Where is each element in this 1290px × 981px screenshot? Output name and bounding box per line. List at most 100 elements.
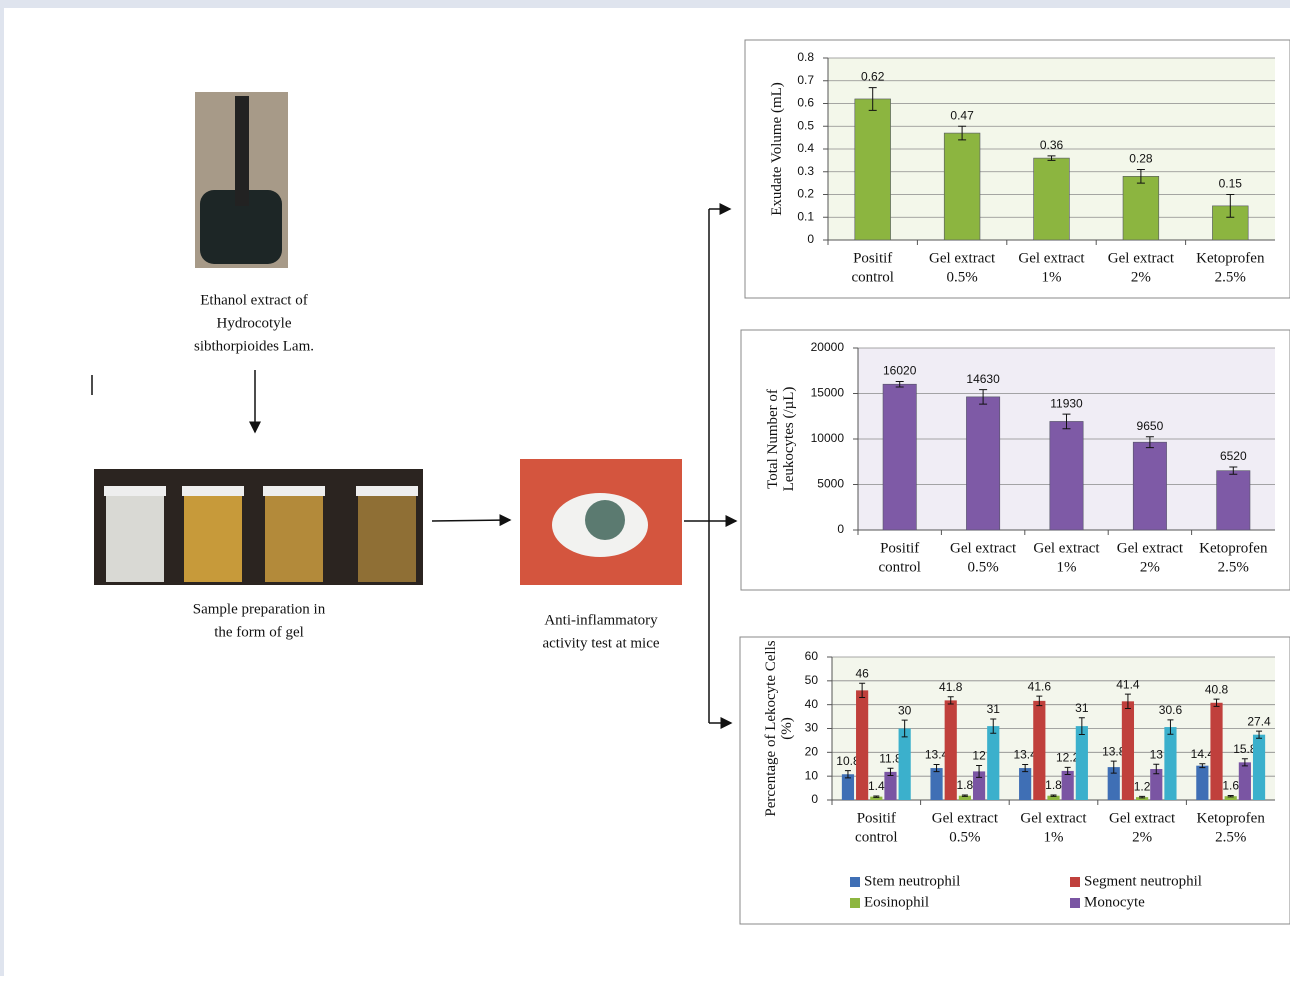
value-label: 46 <box>855 666 869 680</box>
error-bar <box>901 719 908 738</box>
bar <box>1033 157 1070 241</box>
bar <box>1136 797 1149 800</box>
error-bar <box>1022 763 1029 773</box>
error-bar <box>1241 758 1248 767</box>
photo-mouse <box>520 459 682 585</box>
error-bar <box>1047 155 1056 161</box>
legend-swatch <box>1070 877 1080 887</box>
bar <box>1150 769 1163 800</box>
error-bar <box>1136 168 1145 184</box>
photo-extract <box>195 92 288 268</box>
legend-swatch <box>1070 898 1080 908</box>
error-bar <box>976 764 983 778</box>
error-bar <box>1050 794 1057 797</box>
legend-swatch <box>850 898 860 908</box>
x-tick-label: Gel extract <box>1033 540 1100 556</box>
value-label: 31 <box>1075 701 1089 715</box>
y-tick-label: 0.3 <box>797 164 814 178</box>
y-axis-label-line: Leukocytes (/µL) <box>781 387 797 492</box>
bar <box>1238 762 1251 800</box>
x-tick-label: 2.5% <box>1218 559 1249 575</box>
error-bar <box>1256 730 1263 739</box>
bar <box>1121 701 1135 800</box>
value-label: 1.8 <box>957 778 974 792</box>
x-tick-label: Gel extract <box>932 810 999 826</box>
value-label: 12 <box>972 749 986 763</box>
y-tick-label: 5000 <box>817 477 844 491</box>
bar <box>884 771 897 800</box>
node-label: Anti-inflammatory <box>544 612 658 628</box>
value-label: 0.15 <box>1219 177 1243 191</box>
error-bar <box>1213 698 1220 707</box>
value-label: 27.4 <box>1247 714 1271 728</box>
value-label: 0.36 <box>1040 138 1064 152</box>
value-label: 13.8 <box>1102 744 1126 758</box>
y-tick-label: 15000 <box>811 386 845 400</box>
x-tick-label: Ketoprofen <box>1196 250 1265 266</box>
value-label: 9650 <box>1137 419 1164 433</box>
x-tick-label: Ketoprofen <box>1199 540 1268 556</box>
bar <box>856 690 869 800</box>
error-bar <box>933 763 940 773</box>
error-bar <box>895 380 904 388</box>
x-tick-label: 1% <box>1042 269 1062 285</box>
bar <box>1122 176 1160 241</box>
y-tick-label: 0.4 <box>797 141 814 155</box>
y-axis-label-line: (%) <box>779 717 795 740</box>
error-bar <box>868 87 877 111</box>
value-label: 13.4 <box>925 748 949 762</box>
error-bar <box>1145 436 1154 449</box>
x-tick-label: Gel extract <box>1117 540 1184 556</box>
error-bar <box>859 682 866 699</box>
y-tick-label: 40 <box>805 697 819 711</box>
x-tick-label: Positif <box>857 810 896 826</box>
y-tick-label: 10 <box>805 768 819 782</box>
x-tick-label: Positif <box>880 540 919 556</box>
x-tick-label: 2% <box>1131 269 1151 285</box>
value-label: 11930 <box>1050 396 1083 410</box>
y-tick-label: 50 <box>805 673 819 687</box>
node-label: Ethanol extract of <box>200 292 307 308</box>
y-tick-label: 0 <box>811 792 818 806</box>
bar <box>943 132 981 241</box>
x-tick-label: 1% <box>1057 559 1077 575</box>
y-axis-label: Exudate Volume (mL) <box>769 82 785 216</box>
error-bar <box>1153 763 1160 775</box>
bar <box>1132 441 1167 531</box>
error-bar <box>1124 693 1131 709</box>
value-label: 1.8 <box>1045 778 1062 792</box>
bar <box>958 795 971 800</box>
y-axis-label-line: Percentage of Lekocyte Cells <box>763 640 779 816</box>
value-label: 13.4 <box>1013 748 1037 762</box>
bar <box>1061 770 1074 800</box>
legend-label: Stem neutrophil <box>864 873 960 889</box>
value-label: 40.8 <box>1205 682 1229 696</box>
value-label: 1.2 <box>1134 780 1151 794</box>
y-tick-label: 60 <box>805 649 819 663</box>
x-tick-label: Gel extract <box>1020 810 1087 826</box>
value-label: 1.6 <box>1222 779 1239 793</box>
error-bar <box>979 389 988 405</box>
value-label: 14630 <box>966 372 1000 386</box>
x-tick-label: Gel extract <box>929 250 996 266</box>
error-bar <box>1199 763 1206 769</box>
bar <box>854 98 891 241</box>
x-tick-label: 2% <box>1140 559 1160 575</box>
error-bar <box>958 125 967 141</box>
arrows <box>91 203 738 729</box>
photo-gels <box>94 469 423 585</box>
error-bar <box>1229 466 1238 475</box>
value-label: 0.47 <box>950 108 974 122</box>
bar <box>1049 421 1084 531</box>
bar <box>944 700 957 800</box>
x-tick-label: Gel extract <box>950 540 1017 556</box>
error-bar <box>1227 794 1234 798</box>
node-label: Sample preparation in <box>193 601 326 617</box>
x-tick-label: 2.5% <box>1215 269 1246 285</box>
error-bar <box>1226 194 1235 218</box>
y-tick-label: 0.1 <box>797 209 814 223</box>
error-bar <box>990 718 997 734</box>
value-label: 30 <box>898 703 912 717</box>
x-tick-label: 2% <box>1132 829 1152 845</box>
